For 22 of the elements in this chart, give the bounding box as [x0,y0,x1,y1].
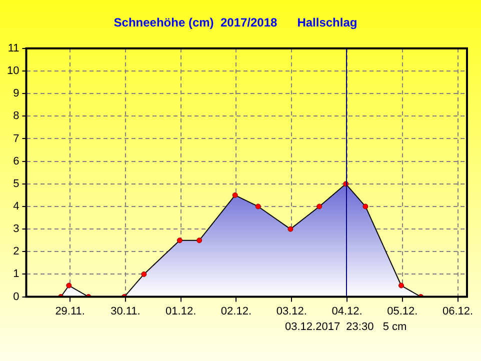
y-tick-label: 6 [13,155,20,168]
y-tick-label: 9 [13,88,20,100]
x-tick-label: 06.12. [442,305,474,318]
y-tick-label: 11 [8,42,20,54]
y-tick-label: 0 [13,290,20,303]
y-tick-label: 4 [13,200,20,213]
y-tick-label: 3 [13,223,20,236]
x-tick-label: 01.12. [166,305,196,318]
x-tick-label: 02.12. [220,305,252,318]
x-tick-label: 05.12. [387,305,418,318]
y-tick-label: 2 [13,246,20,258]
chart-title: Schneehöhe (cm) 2017/2018 Hallschlag [114,16,358,30]
y-tick-label: 10 [6,65,20,78]
y-tick-label: 7 [13,132,20,145]
y-tick-label: 8 [13,110,20,122]
y-tick-label: 5 [13,178,20,190]
x-tick-label: 30.11. [110,305,140,318]
x-tick-label: 03.12. [276,305,307,318]
y-tick-label: 1 [13,268,20,280]
ref-line-label: 03.12.2017 23:30 5 cm [284,320,407,333]
x-tick-label: 29.11. [55,305,85,318]
x-tick-label: 04.12. [332,305,362,318]
